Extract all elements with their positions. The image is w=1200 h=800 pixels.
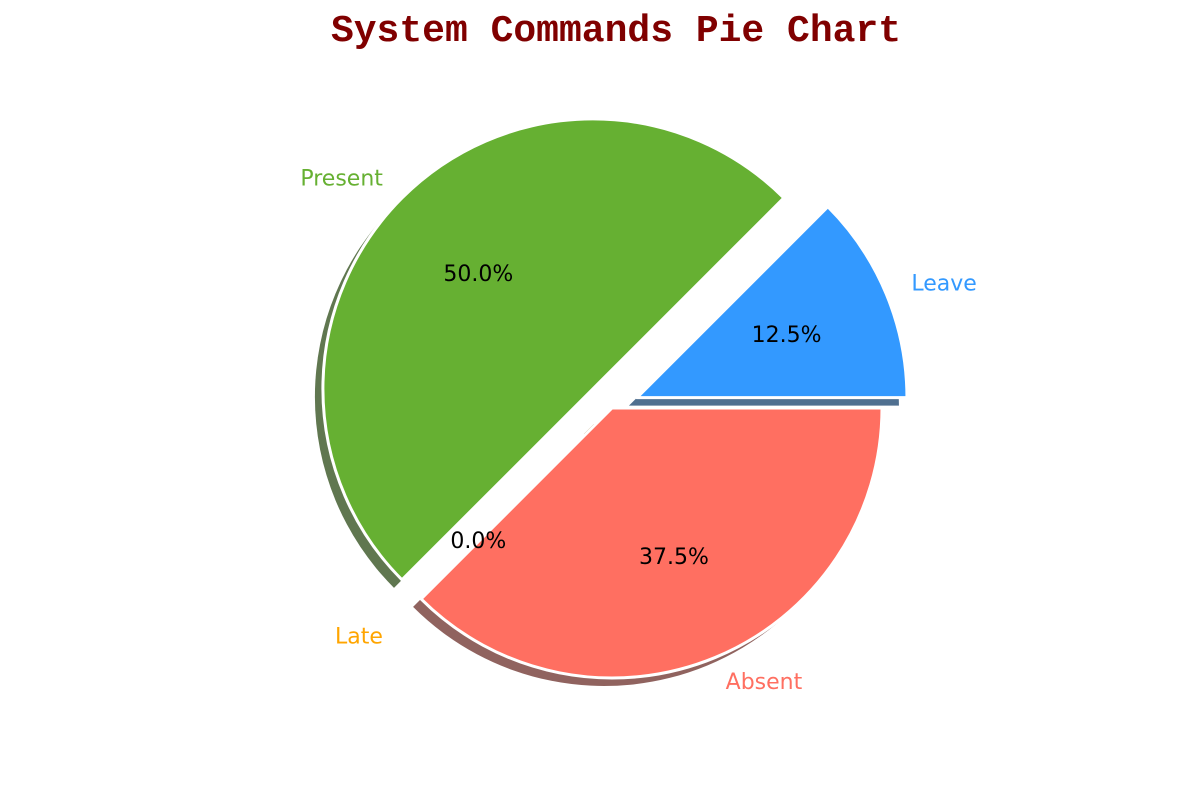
pct-label-absent: 37.5% bbox=[639, 545, 709, 570]
pct-label-present: 50.0% bbox=[443, 262, 513, 287]
slice-absent[interactable] bbox=[419, 406, 884, 680]
category-label-absent: Absent bbox=[726, 670, 803, 695]
chart-title: System Commands Pie Chart bbox=[330, 10, 902, 53]
category-label-present: Present bbox=[300, 166, 383, 191]
category-label-late: Late bbox=[335, 625, 383, 650]
slice-leave[interactable] bbox=[635, 205, 909, 400]
slice-present[interactable] bbox=[321, 117, 786, 582]
pct-label-late: 0.0% bbox=[450, 529, 506, 554]
pie-slices bbox=[321, 117, 909, 680]
pct-label-leave: 12.5% bbox=[752, 323, 822, 348]
category-label-leave: Leave bbox=[911, 272, 976, 297]
pie-labels: 12.5% Leave 50.0% Present 0.0% Late 37.5% Absen… bbox=[300, 166, 976, 694]
